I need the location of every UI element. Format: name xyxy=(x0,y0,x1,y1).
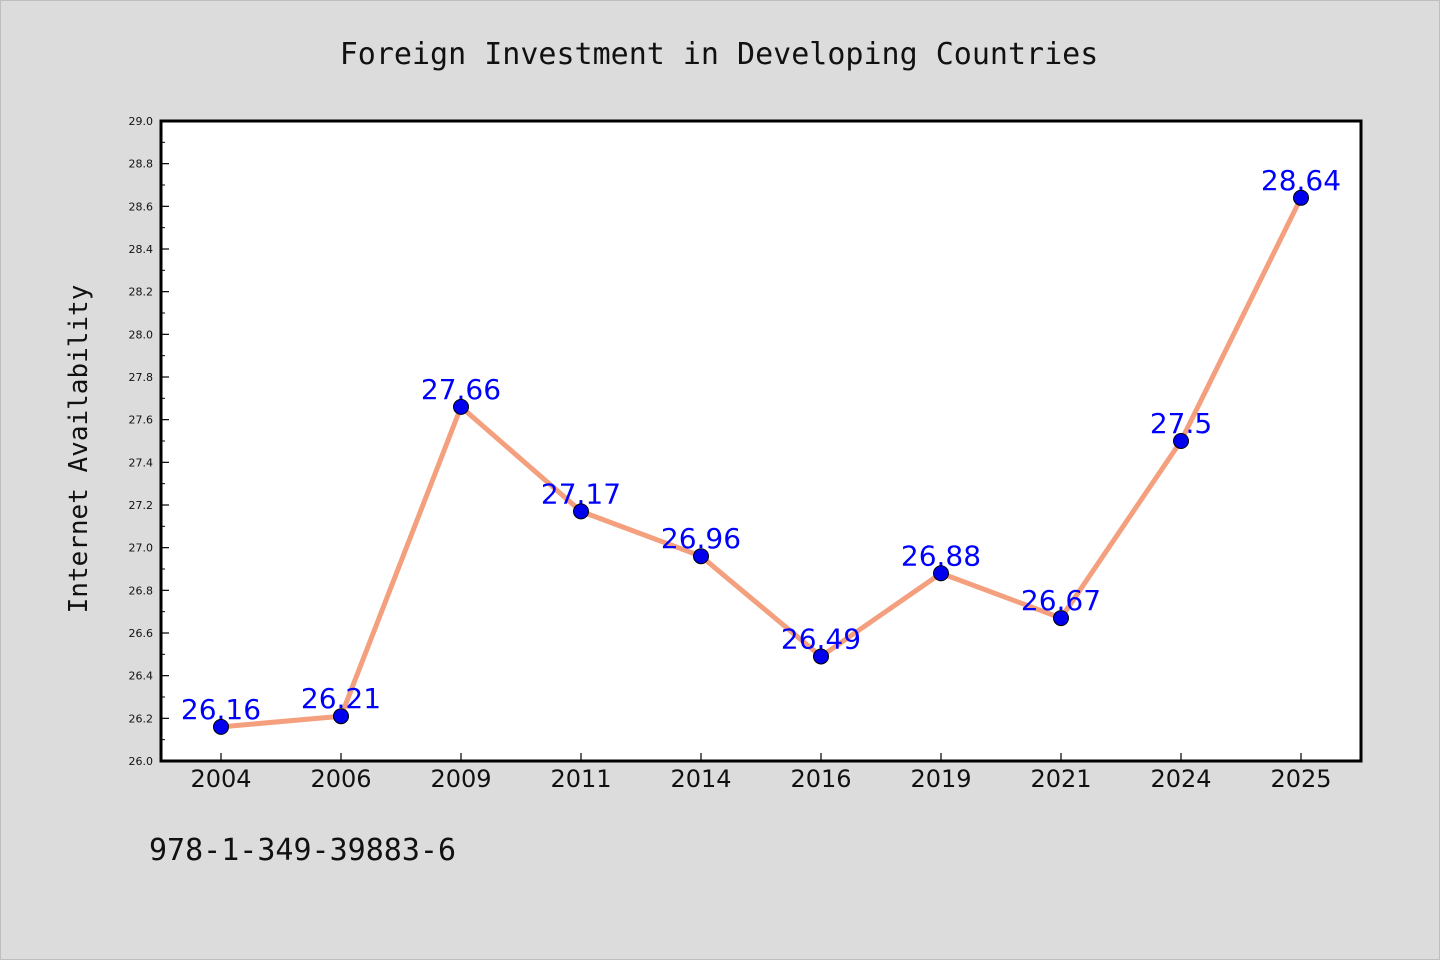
x-tick-label: 2004 xyxy=(190,765,251,793)
x-tick-label: 2019 xyxy=(910,765,971,793)
y-tick-label: 27.6 xyxy=(129,414,154,427)
y-tick-label: 28.4 xyxy=(129,243,154,256)
data-point xyxy=(213,718,229,735)
series-line xyxy=(218,195,1304,730)
y-tick-label: 26.4 xyxy=(129,670,154,683)
x-tick-label: 2016 xyxy=(790,765,851,793)
x-tick-label: 2025 xyxy=(1270,765,1331,793)
data-label: 27.17 xyxy=(541,477,621,510)
x-tick-label: 2006 xyxy=(310,765,371,793)
data-label: 26.16 xyxy=(181,693,261,726)
x-tick-label: 2009 xyxy=(430,765,491,793)
footer-code: 978-1-349-39883-6 xyxy=(149,833,457,868)
y-axis-label: Internet Availability xyxy=(64,285,94,614)
y-tick-label: 27.8 xyxy=(129,371,154,384)
y-tick-label: 28.2 xyxy=(129,286,154,299)
y-tick-label: 26.8 xyxy=(129,584,154,597)
data-point xyxy=(1293,189,1309,206)
data-point xyxy=(333,708,349,725)
data-point xyxy=(453,398,469,415)
data-label: 26.88 xyxy=(901,539,981,572)
y-tick-label: 26.2 xyxy=(129,712,154,725)
data-label: 27.5 xyxy=(1150,407,1212,440)
plot-area xyxy=(159,119,1363,763)
data-label: 28.64 xyxy=(1261,164,1341,197)
series-group: 26.16 26.21 27.66 27.17 26.96 26.49 26.88 26.67… xyxy=(181,164,1341,735)
y-tick-label: 28.0 xyxy=(129,328,154,341)
data-point xyxy=(693,548,709,565)
data-point xyxy=(813,648,829,665)
y-axis: 26.0 26.2 26.4 26.6 26.8 27.0 27.2 27.4 27.6 27.8… xyxy=(129,115,169,768)
data-point xyxy=(573,503,589,520)
data-point xyxy=(933,565,949,582)
y-tick-label: 28.6 xyxy=(129,200,154,213)
y-tick-label: 29.0 xyxy=(129,115,154,128)
x-tick-label: 2024 xyxy=(1150,765,1211,793)
x-tick-label: 2011 xyxy=(550,765,611,793)
y-tick-label: 26.6 xyxy=(129,627,154,640)
x-axis: 2004 2006 2009 2011 2014 2016 2019 2021 2024 2025 xyxy=(190,753,1332,793)
chart-title: Foreign Investment in Developing Countri… xyxy=(340,37,1099,72)
data-point xyxy=(1173,433,1189,449)
y-tick-label: 27.2 xyxy=(129,499,154,512)
y-tick-label: 26.0 xyxy=(129,755,154,768)
y-tick-label: 28.8 xyxy=(129,158,154,171)
y-tick-label: 27.0 xyxy=(129,542,154,555)
data-label: 26.49 xyxy=(781,622,861,655)
data-label: 27.66 xyxy=(421,373,501,406)
data-label: 26.21 xyxy=(301,682,381,715)
x-tick-label: 2021 xyxy=(1030,765,1091,793)
data-label: 26.96 xyxy=(661,522,741,555)
data-point xyxy=(1053,610,1069,627)
data-label: 26.67 xyxy=(1021,584,1101,617)
x-tick-label: 2014 xyxy=(670,765,731,793)
y-tick-label: 27.4 xyxy=(129,456,154,469)
